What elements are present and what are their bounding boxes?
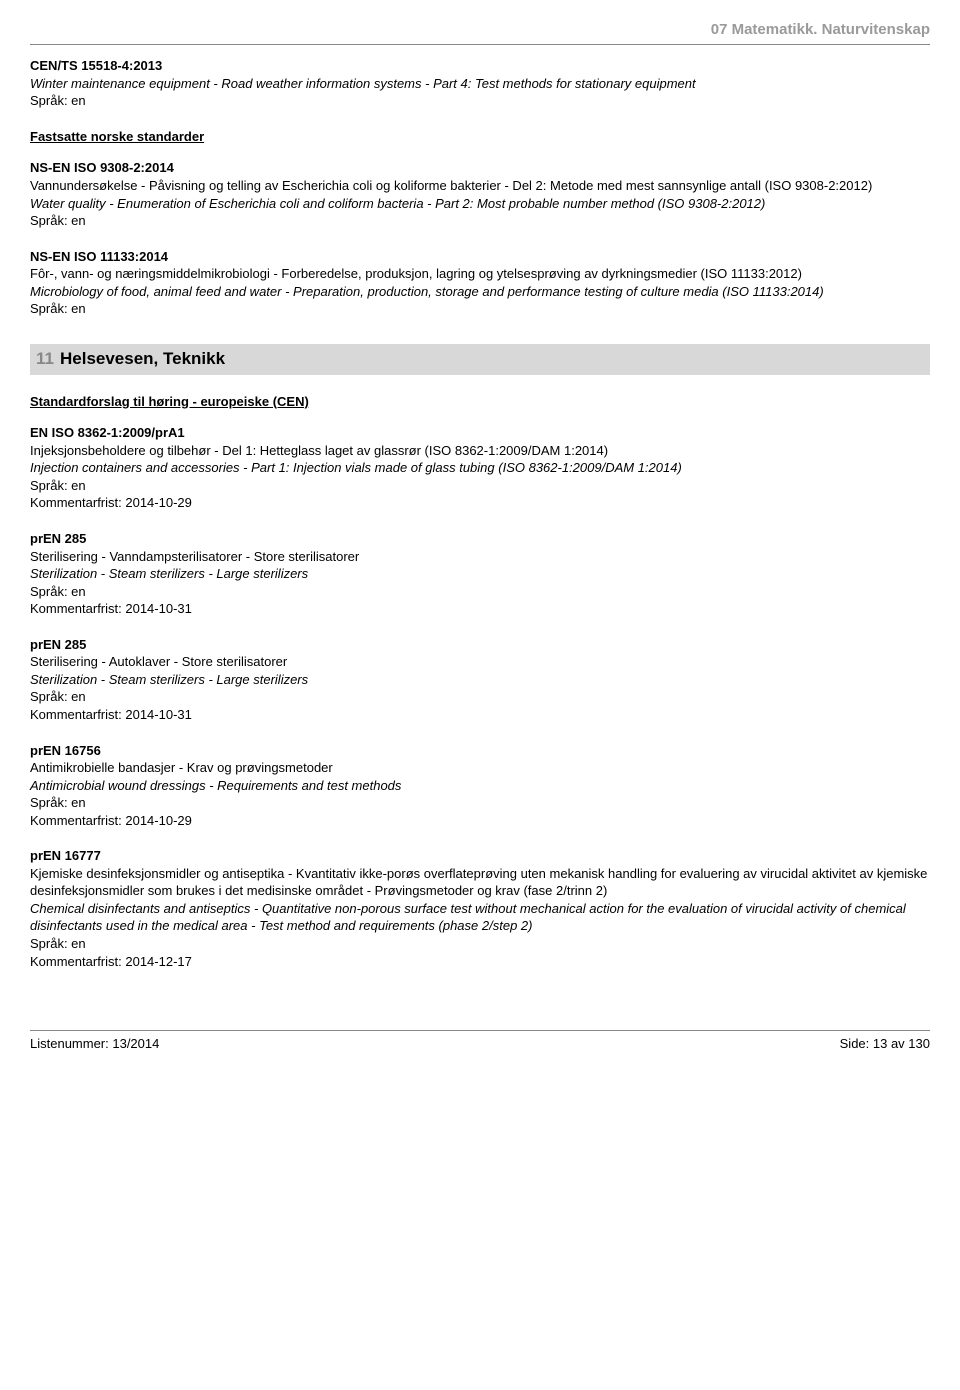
- standard-id: prEN 16756: [30, 742, 930, 760]
- standard-deadline: Kommentarfrist: 2014-12-17: [30, 953, 930, 971]
- standard-lang: Språk: en: [30, 688, 930, 706]
- standard-title-native: Sterilisering - Vanndampsterilisatorer -…: [30, 548, 930, 566]
- standard-title-en: Antimicrobial wound dressings - Requirem…: [30, 777, 930, 795]
- category-header: 07 Matematikk. Naturvitenskap: [30, 20, 930, 40]
- footer-right: Side: 13 av 130: [840, 1035, 930, 1053]
- standard-id: NS-EN ISO 11133:2014: [30, 248, 930, 266]
- standard-title-native: Fôr-, vann- og næringsmiddelmikrobiologi…: [30, 265, 930, 283]
- section-number: 11: [36, 349, 54, 368]
- section-heading: 11 Helsevesen, Teknikk: [30, 344, 930, 375]
- standard-block: prEN 16756 Antimikrobielle bandasjer - K…: [30, 742, 930, 830]
- standard-title-native: Sterilisering - Autoklaver - Store steri…: [30, 653, 930, 671]
- divider: [30, 44, 930, 45]
- standard-deadline: Kommentarfrist: 2014-10-31: [30, 600, 930, 618]
- standard-lang: Språk: en: [30, 477, 930, 495]
- standard-title-en: Winter maintenance equipment - Road weat…: [30, 75, 930, 93]
- standard-lang: Språk: en: [30, 300, 930, 318]
- standard-title-en: Microbiology of food, animal feed and wa…: [30, 283, 930, 301]
- standard-block: prEN 16777 Kjemiske desinfeksjonsmidler …: [30, 847, 930, 970]
- standard-lang: Språk: en: [30, 92, 930, 110]
- standard-title-en: Injection containers and accessories - P…: [30, 459, 930, 477]
- standard-block: EN ISO 8362-1:2009/prA1 Injeksjonsbehold…: [30, 424, 930, 512]
- standard-id: prEN 285: [30, 636, 930, 654]
- section-label: Fastsatte norske standarder: [30, 128, 930, 146]
- section-title: Helsevesen, Teknikk: [60, 349, 225, 368]
- standard-block: NS-EN ISO 9308-2:2014 Vannundersøkelse -…: [30, 159, 930, 229]
- standard-deadline: Kommentarfrist: 2014-10-29: [30, 494, 930, 512]
- standard-block: prEN 285 Sterilisering - Vanndampsterili…: [30, 530, 930, 618]
- standard-title-en: Water quality - Enumeration of Escherich…: [30, 195, 930, 213]
- standard-block: CEN/TS 15518-4:2013 Winter maintenance e…: [30, 57, 930, 110]
- standard-id: CEN/TS 15518-4:2013: [30, 57, 930, 75]
- standard-lang: Språk: en: [30, 794, 930, 812]
- standard-id: prEN 16777: [30, 847, 930, 865]
- standard-block: prEN 285 Sterilisering - Autoklaver - St…: [30, 636, 930, 724]
- standard-title-native: Vannundersøkelse - Påvisning og telling …: [30, 177, 930, 195]
- standard-deadline: Kommentarfrist: 2014-10-31: [30, 706, 930, 724]
- footer-left: Listenummer: 13/2014: [30, 1035, 159, 1053]
- standard-title-en: Sterilization - Steam sterilizers - Larg…: [30, 671, 930, 689]
- standard-id: EN ISO 8362-1:2009/prA1: [30, 424, 930, 442]
- standard-id: NS-EN ISO 9308-2:2014: [30, 159, 930, 177]
- standard-lang: Språk: en: [30, 212, 930, 230]
- standard-title-en: Chemical disinfectants and antiseptics -…: [30, 900, 930, 935]
- standard-title-native: Antimikrobielle bandasjer - Krav og prøv…: [30, 759, 930, 777]
- standard-lang: Språk: en: [30, 583, 930, 601]
- standard-title-en: Sterilization - Steam sterilizers - Larg…: [30, 565, 930, 583]
- standard-title-native: Injeksjonsbeholdere og tilbehør - Del 1:…: [30, 442, 930, 460]
- standard-deadline: Kommentarfrist: 2014-10-29: [30, 812, 930, 830]
- standard-title-native: Kjemiske desinfeksjonsmidler og antisept…: [30, 865, 930, 900]
- section-label: Standardforslag til høring - europeiske …: [30, 393, 930, 411]
- standard-block: NS-EN ISO 11133:2014 Fôr-, vann- og næri…: [30, 248, 930, 318]
- standard-lang: Språk: en: [30, 935, 930, 953]
- page-footer: Listenummer: 13/2014 Side: 13 av 130: [30, 1030, 930, 1053]
- standard-id: prEN 285: [30, 530, 930, 548]
